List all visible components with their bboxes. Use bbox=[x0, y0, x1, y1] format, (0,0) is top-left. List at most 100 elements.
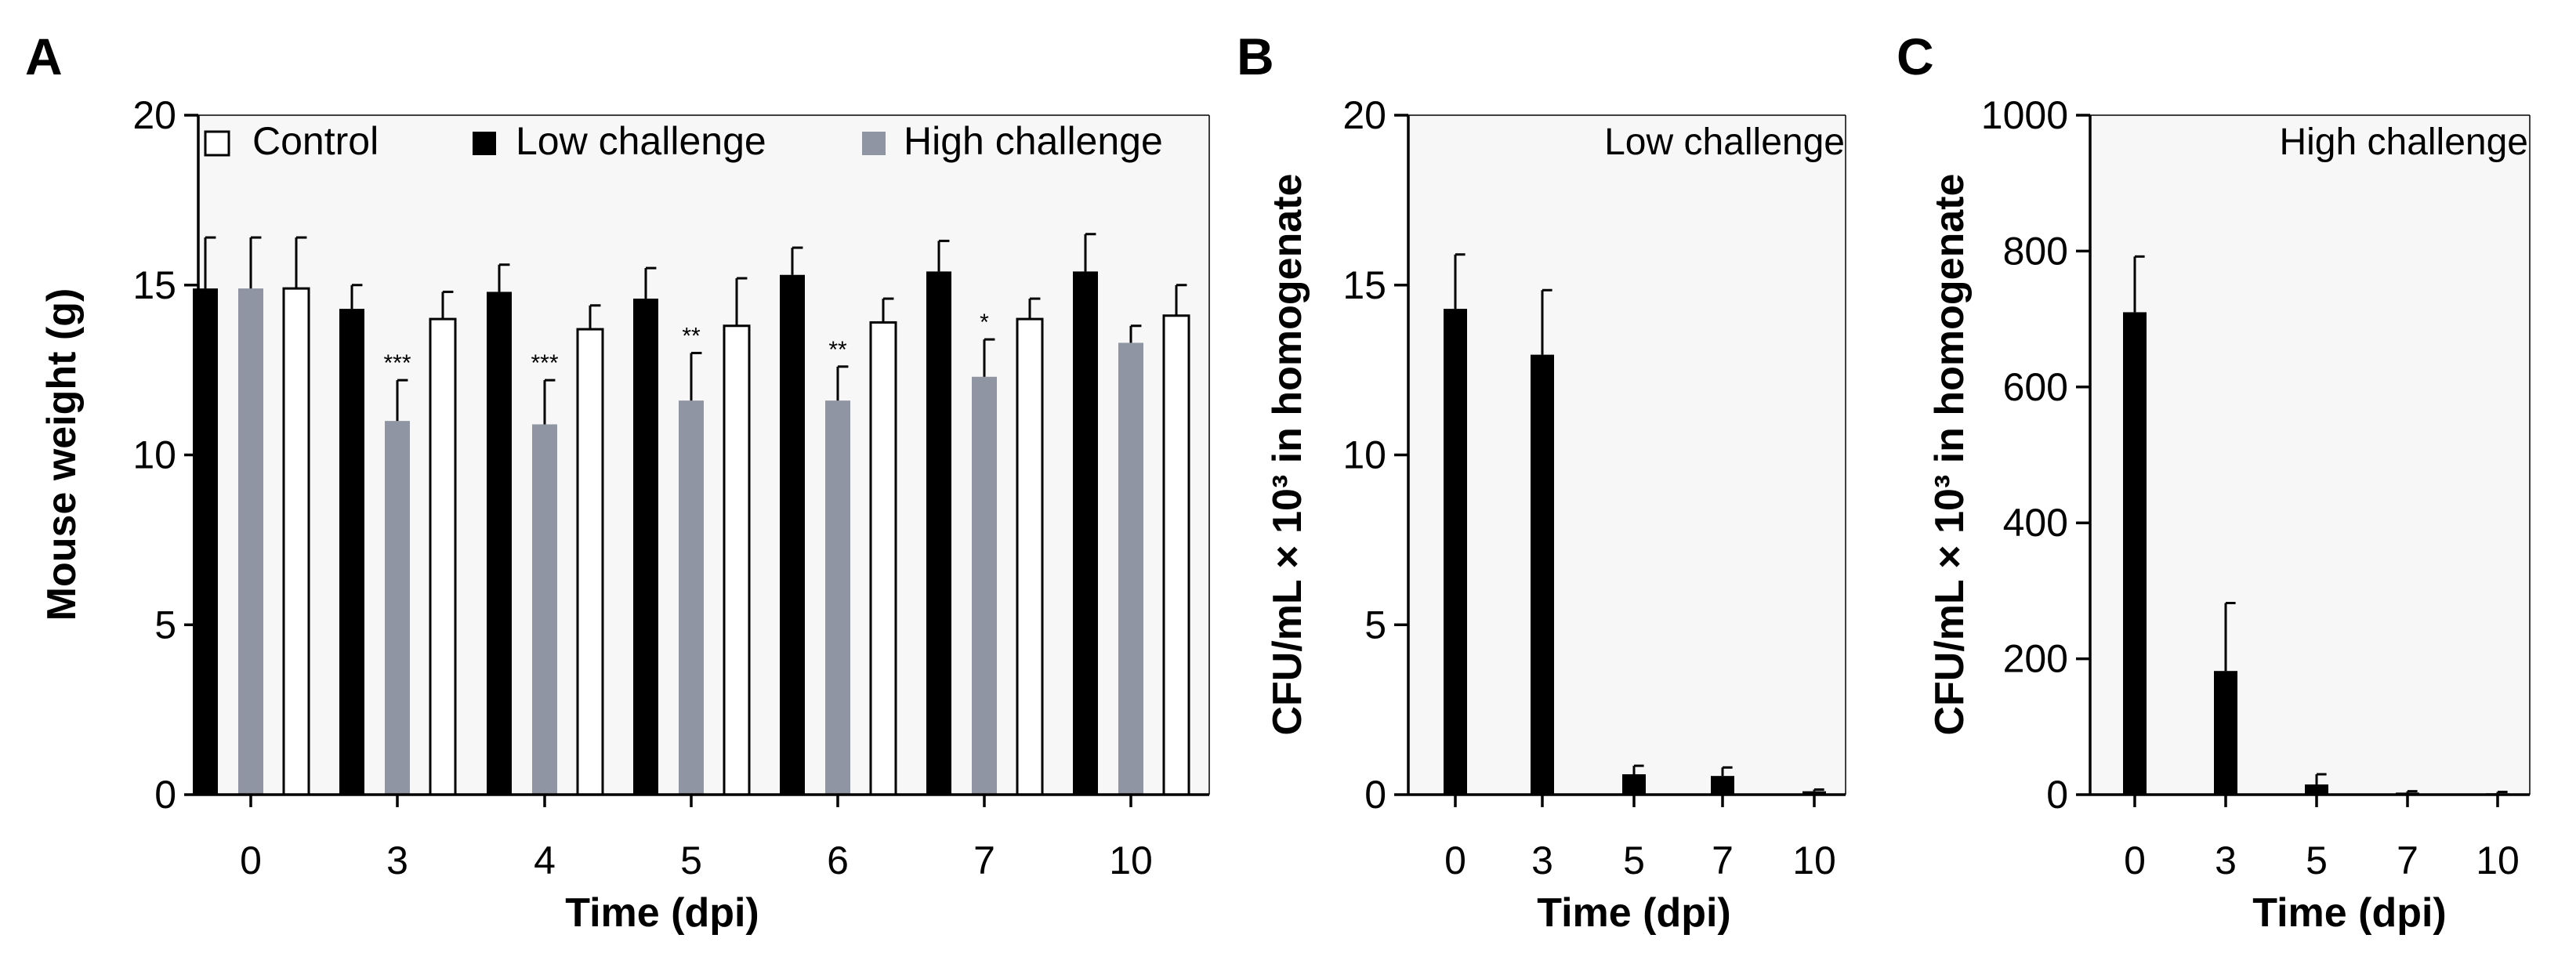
bar-control bbox=[282, 287, 310, 796]
x-tick-label: 0 bbox=[2124, 839, 2146, 882]
panel-b-y-axis-title: CFU/mL × 10³ in homogenate bbox=[1265, 173, 1310, 735]
legend-label-control: Control bbox=[252, 119, 379, 163]
panel-c-letter: C bbox=[1897, 27, 1934, 85]
y-tick-label: 10 bbox=[1342, 433, 1386, 477]
y-tick-label: 600 bbox=[2003, 365, 2068, 409]
bar-low bbox=[193, 288, 218, 795]
bar-low-challenge bbox=[1802, 791, 1826, 795]
panel-b-inset-label: Low challenge bbox=[1604, 121, 1845, 163]
panel-a-axes bbox=[184, 114, 1210, 807]
bar-low-challenge bbox=[1444, 309, 1467, 795]
x-tick-label: 5 bbox=[2306, 839, 2328, 882]
panel-c-y-axis-title: CFU/mL × 10³ in homogenate bbox=[1927, 173, 1973, 735]
bar-low bbox=[633, 299, 658, 795]
panel-c-inset-label: High challenge bbox=[2279, 121, 2528, 163]
x-tick-label: 3 bbox=[1531, 839, 1553, 882]
bar-control bbox=[1162, 314, 1190, 796]
bar-low-challenge bbox=[1531, 354, 1554, 795]
bar-high bbox=[532, 424, 557, 795]
legend-swatch-low-challenge bbox=[473, 132, 496, 155]
bar-low bbox=[926, 271, 951, 795]
bar-high bbox=[1118, 342, 1143, 795]
y-tick-label: 15 bbox=[1342, 263, 1386, 307]
panel-b-bars bbox=[1444, 253, 1826, 795]
x-tick-label: 7 bbox=[973, 839, 995, 882]
bar-low-challenge bbox=[1711, 776, 1734, 795]
panel-b-axes bbox=[1394, 114, 1846, 807]
x-tick-label: 5 bbox=[1623, 839, 1645, 882]
panel-a-letter: A bbox=[25, 27, 63, 85]
y-tick-label: 5 bbox=[1364, 603, 1386, 647]
bar-low bbox=[1073, 271, 1098, 795]
panel-a-x-tick-labels: 0 3 4 5 6 7 10 bbox=[240, 839, 1153, 882]
bar-control bbox=[429, 317, 457, 796]
x-tick-label: 7 bbox=[2397, 839, 2418, 882]
y-tick-label: 20 bbox=[1342, 93, 1386, 137]
x-tick-label: 10 bbox=[2476, 839, 2520, 882]
panel-b-letter: B bbox=[1237, 27, 1274, 85]
significance-marker: * bbox=[980, 310, 989, 335]
y-tick-label: 200 bbox=[2003, 637, 2068, 681]
panel-b-x-tick-labels: 0 3 5 7 10 bbox=[1444, 839, 1836, 882]
y-tick-label: 400 bbox=[2003, 501, 2068, 545]
significance-marker: *** bbox=[531, 350, 558, 376]
bar-high bbox=[385, 421, 410, 795]
legend-swatch-control bbox=[204, 130, 230, 157]
significance-marker: ** bbox=[828, 337, 847, 363]
y-tick-label: 5 bbox=[154, 603, 176, 647]
y-tick-label: 0 bbox=[1364, 773, 1386, 817]
legend-label-low-challenge: Low challenge bbox=[516, 119, 766, 163]
bar-low bbox=[487, 292, 512, 795]
x-tick-label: 0 bbox=[1444, 839, 1466, 882]
bar-low-challenge bbox=[1622, 773, 1646, 795]
bar-high bbox=[679, 400, 704, 795]
panel-c-x-tick-labels: 0 3 5 7 10 bbox=[2124, 839, 2520, 882]
bar-control bbox=[869, 321, 897, 796]
significance-marker: *** bbox=[383, 350, 411, 376]
y-tick-label: 800 bbox=[2003, 229, 2068, 273]
bar-low-challenge bbox=[2123, 312, 2147, 795]
bar-low-challenge bbox=[2305, 784, 2328, 795]
panel-a-significance: *** ******** bbox=[383, 310, 989, 376]
bar-control bbox=[576, 328, 604, 796]
x-tick-label: 7 bbox=[1712, 839, 1734, 882]
x-tick-label: 0 bbox=[240, 839, 262, 882]
panel-b-y-tick-labels: 0 5 10 15 20 bbox=[1342, 93, 1386, 817]
x-tick-label: 3 bbox=[386, 839, 408, 882]
y-tick-label: 0 bbox=[154, 773, 176, 817]
x-tick-label: 10 bbox=[1792, 839, 1836, 882]
y-tick-label: 0 bbox=[2046, 773, 2068, 817]
x-tick-label: 5 bbox=[680, 839, 702, 882]
x-tick-label: 3 bbox=[2215, 839, 2237, 882]
panel-c-plot-area bbox=[2090, 115, 2530, 795]
panel-a-legend: Control Low challenge High challenge bbox=[204, 119, 1163, 163]
panel-b-x-axis-title: Time (dpi) bbox=[1537, 890, 1730, 936]
panel-a-y-tick-labels: 0 5 10 15 20 bbox=[132, 93, 176, 817]
panel-c-bars bbox=[2123, 255, 2509, 795]
bar-low-challenge bbox=[2214, 671, 2237, 795]
x-tick-label: 4 bbox=[534, 839, 556, 882]
y-tick-label: 1000 bbox=[1981, 93, 2068, 137]
legend-label-high-challenge: High challenge bbox=[904, 119, 1163, 163]
legend-swatch-high-challenge bbox=[862, 132, 886, 155]
panel-c-x-axis-title: Time (dpi) bbox=[2252, 890, 2446, 936]
bar-high bbox=[825, 400, 850, 795]
bar-low bbox=[339, 309, 364, 795]
y-tick-label: 20 bbox=[132, 93, 176, 137]
panel-a-x-axis-title: Time (dpi) bbox=[565, 890, 759, 936]
bar-control bbox=[1016, 317, 1044, 796]
x-tick-label: 6 bbox=[827, 839, 849, 882]
panel-b-plot-area bbox=[1408, 115, 1846, 795]
bar-high bbox=[238, 288, 263, 795]
bar-high bbox=[972, 376, 997, 795]
x-tick-label: 10 bbox=[1109, 839, 1153, 882]
significance-marker: ** bbox=[682, 323, 701, 349]
panel-c-y-tick-labels: 0 200 400 600 800 1000 bbox=[1981, 93, 2068, 817]
bar-low bbox=[780, 274, 805, 795]
y-tick-label: 10 bbox=[132, 433, 176, 477]
panel-c-axes bbox=[2076, 114, 2531, 807]
bar-control bbox=[723, 324, 751, 796]
panel-a-y-axis-title: Mouse weight (g) bbox=[39, 288, 85, 621]
y-tick-label: 15 bbox=[132, 263, 176, 307]
